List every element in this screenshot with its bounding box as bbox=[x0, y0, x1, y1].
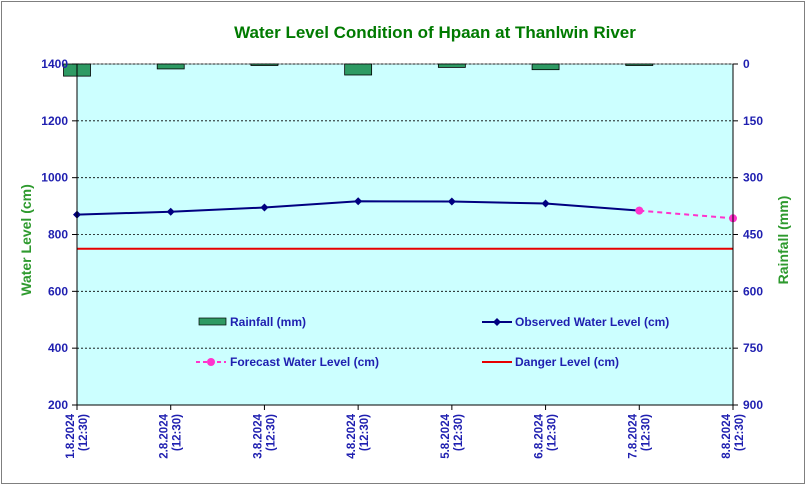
x-tick-label-time: (12:30) bbox=[734, 414, 746, 451]
x-tick-label-date: 1.8.2024 bbox=[65, 413, 77, 458]
y-tick-labels: 200 400 600 800 1000 1200 1400 bbox=[41, 57, 68, 412]
axes bbox=[72, 63, 738, 410]
water-level-lines bbox=[73, 197, 737, 250]
x-tick-label-time: (12:30) bbox=[453, 414, 465, 451]
observed-point bbox=[166, 207, 175, 216]
y2-tick-label: 600 bbox=[743, 284, 763, 298]
y2-tick-label: 450 bbox=[743, 228, 763, 242]
observed-point bbox=[260, 203, 269, 212]
rainfall-bar bbox=[437, 63, 466, 68]
x-tick-label-time: (12:30) bbox=[172, 414, 184, 451]
y2-tick-label: 900 bbox=[743, 398, 763, 412]
y2-tick-label: 750 bbox=[743, 341, 763, 355]
x-tick-label-time: (12:30) bbox=[547, 414, 559, 451]
y-tick-label: 600 bbox=[48, 284, 68, 298]
x-tick-label-date: 3.8.2024 bbox=[252, 413, 264, 458]
forecast-water-level-line bbox=[639, 209, 734, 220]
y-tick-label: 400 bbox=[48, 341, 68, 355]
y2-axis-label: Rainfall (mm) bbox=[775, 196, 791, 285]
x-tick-label-time: (12:30) bbox=[640, 414, 652, 451]
rainfall-bar bbox=[156, 63, 185, 70]
x-tick-label-time: (12:30) bbox=[78, 414, 90, 451]
legend-rainfall-swatch bbox=[198, 317, 227, 326]
x-tick-labels: 1.8.2024 (12:30) 2.8.2024 (12:30) 3.8.2024 (1… bbox=[65, 413, 746, 458]
y2-tick-label: 0 bbox=[743, 57, 750, 71]
legend: Rainfall (mm) Observed Water Level (cm) … bbox=[196, 315, 669, 369]
y-tick-label: 1000 bbox=[41, 171, 68, 185]
x-tick-label-date: 2.8.2024 bbox=[159, 413, 171, 458]
y-tick-label: 800 bbox=[48, 228, 68, 242]
y-tick-label: 1200 bbox=[41, 114, 68, 128]
x-tick-label-date: 7.8.2024 bbox=[627, 413, 639, 458]
x-tick-label-time: (12:30) bbox=[359, 414, 371, 451]
legend-forecast-marker bbox=[207, 358, 215, 366]
legend-danger-label: Danger Level (cm) bbox=[515, 355, 619, 369]
legend-observed-marker bbox=[493, 318, 501, 326]
legend-forecast-label: Forecast Water Level (cm) bbox=[230, 355, 379, 369]
y-axis-label: Water Level (cm) bbox=[18, 184, 34, 296]
observed-point bbox=[541, 199, 550, 208]
observed-point bbox=[354, 197, 363, 206]
rainfall-bar bbox=[344, 63, 373, 76]
y2-tick-labels: 0 150 300 450 600 750 900 bbox=[743, 57, 763, 412]
x-tick-label-date: 5.8.2024 bbox=[440, 413, 452, 458]
y2-tick-label: 300 bbox=[743, 171, 763, 185]
grid-lines bbox=[77, 63, 733, 349]
x-tick-label-date: 4.8.2024 bbox=[346, 413, 358, 458]
legend-observed-label: Observed Water Level (cm) bbox=[515, 315, 669, 329]
y-tick-label: 1400 bbox=[41, 57, 68, 71]
observed-point bbox=[447, 197, 456, 206]
legend-rainfall-label: Rainfall (mm) bbox=[230, 315, 306, 329]
x-tick-label-time: (12:30) bbox=[265, 414, 277, 451]
y-tick-label: 200 bbox=[48, 398, 68, 412]
rainfall-bar bbox=[625, 63, 654, 66]
x-tick-label-date: 6.8.2024 bbox=[534, 413, 546, 458]
x-tick-label-date: 8.8.2024 bbox=[721, 413, 733, 458]
chart-title: Water Level Condition of Hpaan at Thanlw… bbox=[234, 23, 636, 42]
rainfall-bar bbox=[531, 63, 560, 71]
rainfall-bar bbox=[250, 63, 279, 66]
forecast-point bbox=[635, 206, 644, 215]
y2-tick-label: 150 bbox=[743, 114, 763, 128]
